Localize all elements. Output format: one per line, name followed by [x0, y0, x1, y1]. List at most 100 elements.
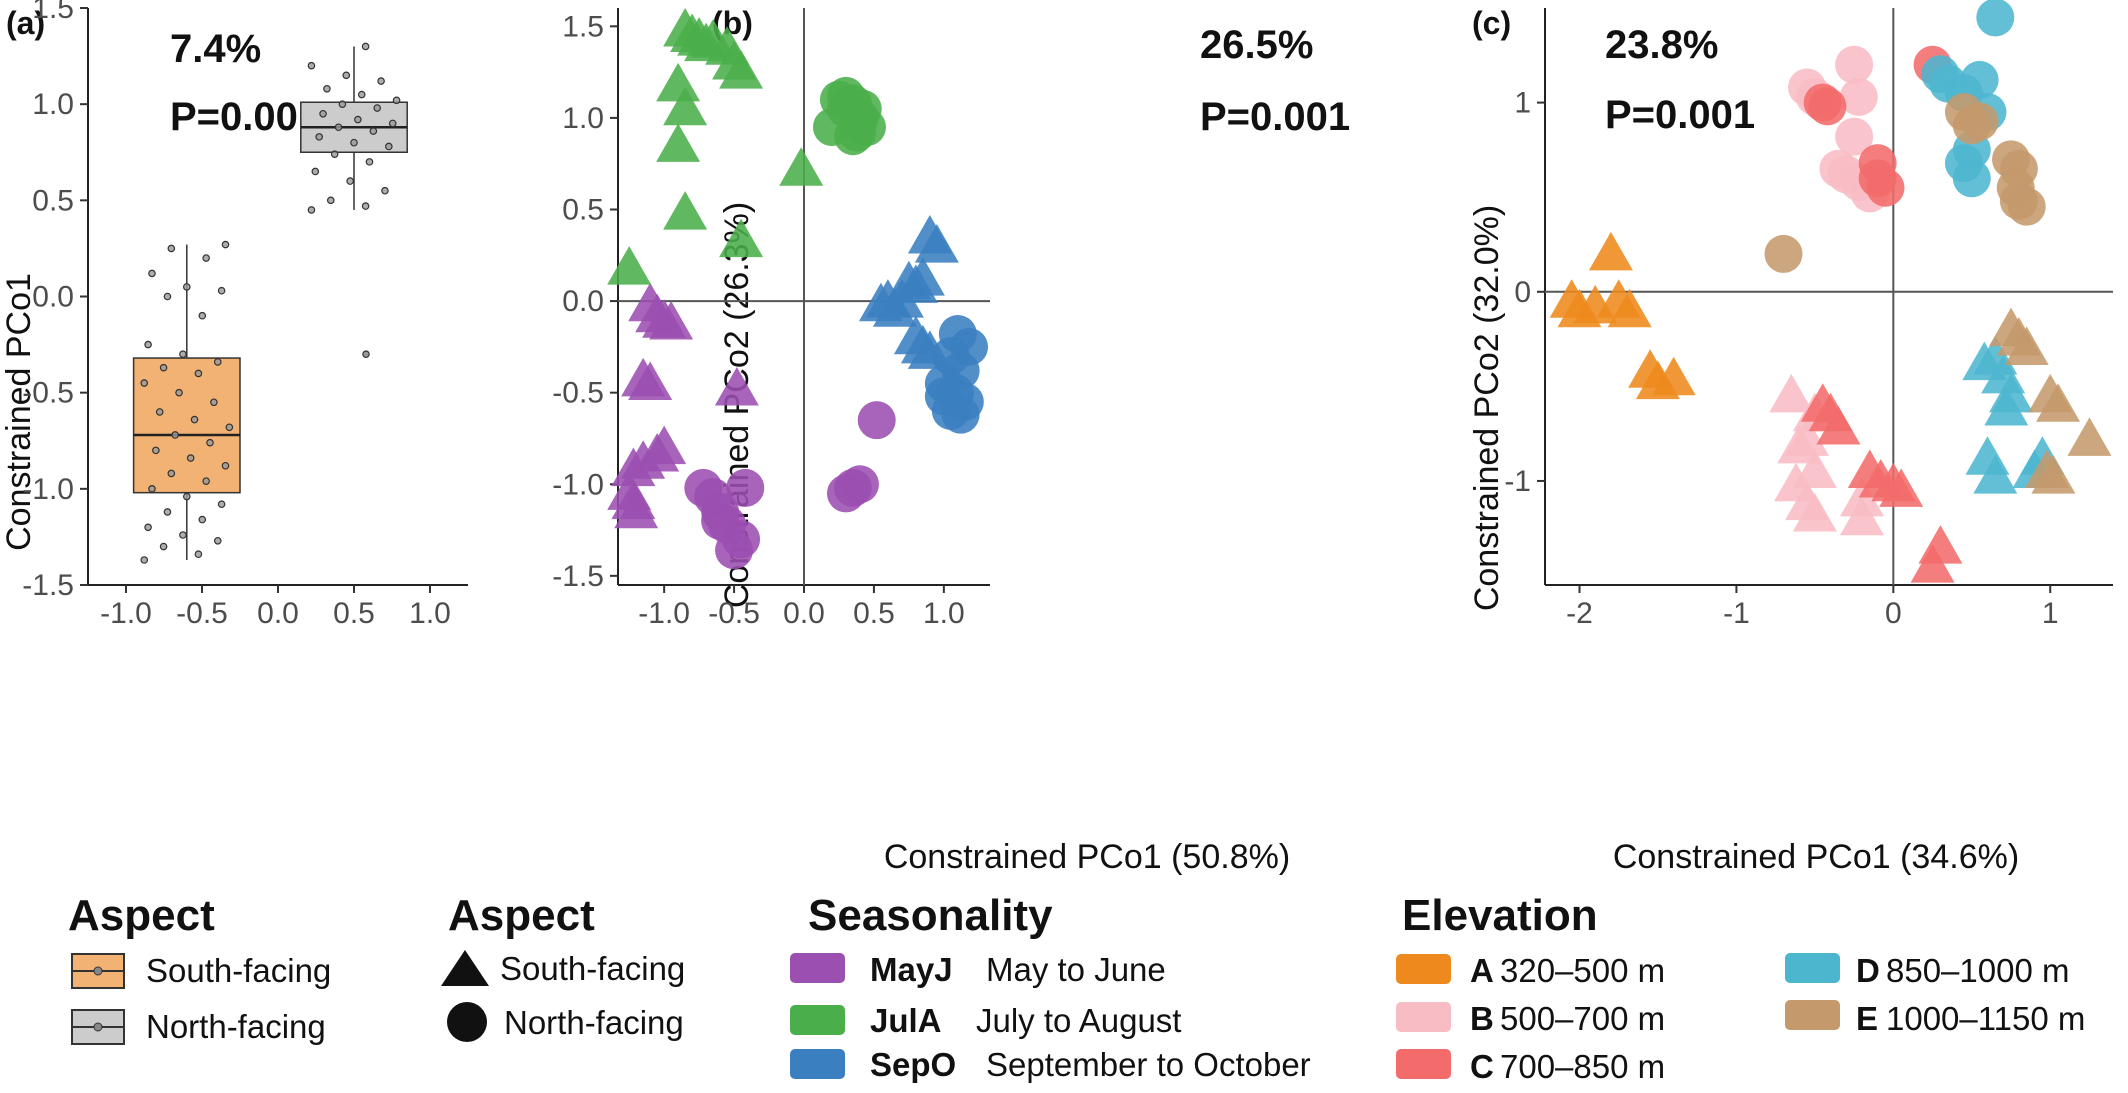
legend-aspect-shape-title: Aspect: [448, 891, 595, 940]
series-B-circle: [1788, 45, 1889, 213]
panel-a-plot: -1.0 -0.5 0.0 0.5 1.0 -1.5 -1.0 -0.5 0.0 0.5 1.0 1.…: [22, 0, 468, 630]
panel-c-stat-p: P=0.001: [1605, 93, 1755, 137]
data-point: [179, 531, 187, 539]
x-tick-label: 1.0: [923, 597, 965, 630]
y-tick-label: 1.0: [32, 88, 74, 121]
x-tick-label: -1: [1723, 597, 1750, 630]
x-tick-label: 1: [2042, 597, 2059, 630]
triangle-marker: [914, 224, 959, 263]
data-point: [163, 508, 172, 516]
data-point: [194, 369, 203, 378]
legend-swatch: [1396, 1002, 1451, 1032]
data-point: [350, 138, 358, 147]
panel-b-plot: -1.0 -0.5 0.0 0.5 1.0 -1.5 -1.0 -0.5 0.0 0.5 1.0 1.…: [552, 7, 990, 630]
outlier-point: [362, 350, 370, 359]
x-tick-label: 0.0: [783, 597, 825, 630]
legend-code: MayJ: [870, 951, 953, 988]
legend-label: 700–850 m: [1500, 1048, 1665, 1085]
y-tick-label: 0.0: [32, 281, 74, 314]
triangle-marker: [663, 86, 708, 126]
y-tick-label: 1: [1514, 87, 1531, 120]
panel-c-stat-percent: 23.8%: [1605, 23, 1718, 67]
data-point: [330, 150, 339, 158]
data-point: [346, 177, 354, 185]
panel-c-plot: -2 -1 0 1 -1 0 1: [1504, 0, 2113, 630]
data-point: [175, 388, 183, 397]
panel-a-ylabel: Constrained PCo1: [0, 273, 38, 551]
data-point: [140, 379, 149, 387]
data-point: [311, 167, 320, 176]
y-tick-label: 1.5: [32, 0, 74, 25]
data-point: [354, 115, 362, 124]
panel-a-stat-p: P=0.001: [170, 95, 320, 139]
data-point: [159, 542, 168, 551]
triangle-marker: [2025, 449, 2070, 488]
x-tick-label: -1.0: [638, 597, 690, 630]
data-point: [377, 77, 385, 85]
series-SepO-circle: [924, 315, 989, 434]
circle-marker: [1808, 87, 1847, 126]
x-tick-label: 0: [1885, 597, 1902, 630]
panel-b-stat-percent: 26.5%: [1200, 23, 1313, 67]
triangle-marker: [614, 489, 659, 529]
data-point: [202, 477, 210, 485]
legend-aspect-box-item-south: South-facing: [71, 952, 331, 989]
data-point: [148, 485, 156, 493]
circle-marker: [838, 113, 877, 152]
data-point: [334, 123, 343, 132]
data-point: [148, 269, 156, 278]
data-point: [179, 350, 187, 359]
y-tick-label: 0.0: [562, 285, 604, 318]
legend-label: South-facing: [500, 950, 685, 987]
legend-label: 1000–1150 m: [1886, 1000, 2085, 1037]
data-point: [217, 286, 226, 295]
data-point: [171, 431, 179, 439]
legend-elevation-item-c: C 700–850 m: [1396, 1048, 1665, 1085]
y-tick-label: -0.5: [22, 377, 74, 410]
triangle-marker: [2067, 417, 2112, 456]
panel-a-stat-percent: 7.4%: [170, 27, 261, 71]
x-tick-label: 0.0: [257, 597, 299, 630]
data-point: [361, 42, 370, 51]
triangle-marker: [649, 301, 694, 340]
y-tick-label: -1: [1504, 465, 1531, 498]
data-point: [159, 363, 168, 372]
x-tick-label: -0.5: [176, 597, 228, 630]
triangle-marker: [2004, 326, 2049, 366]
legend-label: 320–500 m: [1500, 952, 1665, 989]
triangle-marker: [1588, 231, 1633, 271]
data-point: [307, 206, 316, 214]
x-tick-label: 1.0: [409, 597, 451, 630]
y-tick-label: 1.0: [562, 102, 604, 135]
panel-a-label: (a): [6, 5, 45, 41]
circle-marker: [1764, 234, 1803, 273]
triangle-marker: [714, 367, 759, 406]
triangle-marker: [1651, 356, 1696, 396]
x-tick-label: -0.5: [708, 597, 760, 630]
legend-code: B: [1470, 1000, 1494, 1037]
legend-label: North-facing: [146, 1008, 326, 1045]
legend-elevation-item-b: B 500–700 m: [1396, 1000, 1665, 1037]
series-D-triangle: [1962, 335, 2065, 494]
legend-seasonality-item-sepo: SepO September to October: [790, 1046, 1311, 1083]
triangle-marker: [1777, 424, 1822, 464]
y-tick-label: 1.5: [562, 10, 604, 43]
triangle-marker: [719, 218, 764, 258]
data-point: [144, 340, 152, 349]
data-point: [213, 536, 222, 545]
circle-marker: [1976, 0, 2015, 37]
data-point: [388, 119, 397, 128]
legend-code: D: [1856, 952, 1880, 989]
triangle-marker: [719, 50, 764, 89]
panel-c: (c) 23.8% P=0.001 Constrained PCo1 (34.6…: [1468, 0, 2113, 876]
legend-elevation-item-d: D 850–1000 m: [1785, 952, 2069, 989]
data-point: [365, 158, 374, 166]
legend-elevation: Elevation A 320–500 m B 500–700 m C 700–…: [1396, 891, 2085, 1085]
triangle-marker: [1879, 468, 1924, 507]
legend-seasonality-item-mayj: MayJ May to June: [790, 951, 1166, 988]
legend-aspect-box-title: Aspect: [68, 891, 215, 940]
legend-code: C: [1470, 1048, 1494, 1085]
legend-seasonality-title: Seasonality: [808, 891, 1053, 940]
circle-marker: [1835, 45, 1874, 84]
data-point: [323, 84, 331, 93]
